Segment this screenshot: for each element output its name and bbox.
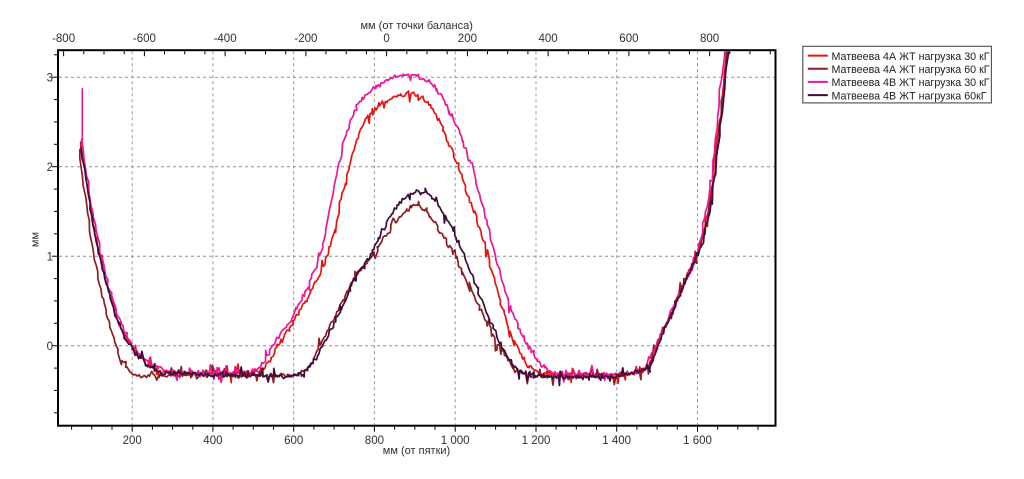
svg-text:Матвеева 4В ЖТ нагрузка 30 кГ: Матвеева 4В ЖТ нагрузка 30 кГ xyxy=(832,77,990,89)
svg-text:0: 0 xyxy=(383,33,389,45)
svg-text:600: 600 xyxy=(619,33,638,45)
svg-text:200: 200 xyxy=(458,33,477,45)
svg-text:1 200: 1 200 xyxy=(522,435,551,447)
svg-text:мм (от пятки): мм (от пятки) xyxy=(383,445,450,457)
svg-text:3: 3 xyxy=(47,72,53,84)
svg-text:мм: мм xyxy=(30,232,42,247)
svg-text:2: 2 xyxy=(47,162,53,174)
svg-text:-800: -800 xyxy=(52,33,75,45)
svg-text:Матвеева 4А ЖТ нагрузка 60 кГ: Матвеева 4А ЖТ нагрузка 60 кГ xyxy=(832,64,990,76)
svg-text:1: 1 xyxy=(47,251,53,263)
svg-text:0: 0 xyxy=(47,341,53,353)
svg-text:-400: -400 xyxy=(214,33,237,45)
svg-text:мм (от точки баланса): мм (от точки баланса) xyxy=(360,20,472,32)
svg-text:Матвеева 4А ЖТ нагрузка 30 кГ: Матвеева 4А ЖТ нагрузка 30 кГ xyxy=(832,51,990,63)
svg-text:600: 600 xyxy=(284,435,303,447)
svg-text:200: 200 xyxy=(123,435,142,447)
svg-text:800: 800 xyxy=(365,435,384,447)
svg-text:Матвеева 4В ЖТ нагрузка 60кГ: Матвеева 4В ЖТ нагрузка 60кГ xyxy=(832,90,987,102)
svg-text:800: 800 xyxy=(700,33,719,45)
svg-text:-600: -600 xyxy=(133,33,156,45)
svg-text:1 600: 1 600 xyxy=(683,435,712,447)
svg-text:400: 400 xyxy=(539,33,558,45)
svg-text:1 000: 1 000 xyxy=(441,435,470,447)
svg-text:400: 400 xyxy=(203,435,222,447)
svg-text:1 400: 1 400 xyxy=(602,435,631,447)
svg-text:-200: -200 xyxy=(294,33,317,45)
